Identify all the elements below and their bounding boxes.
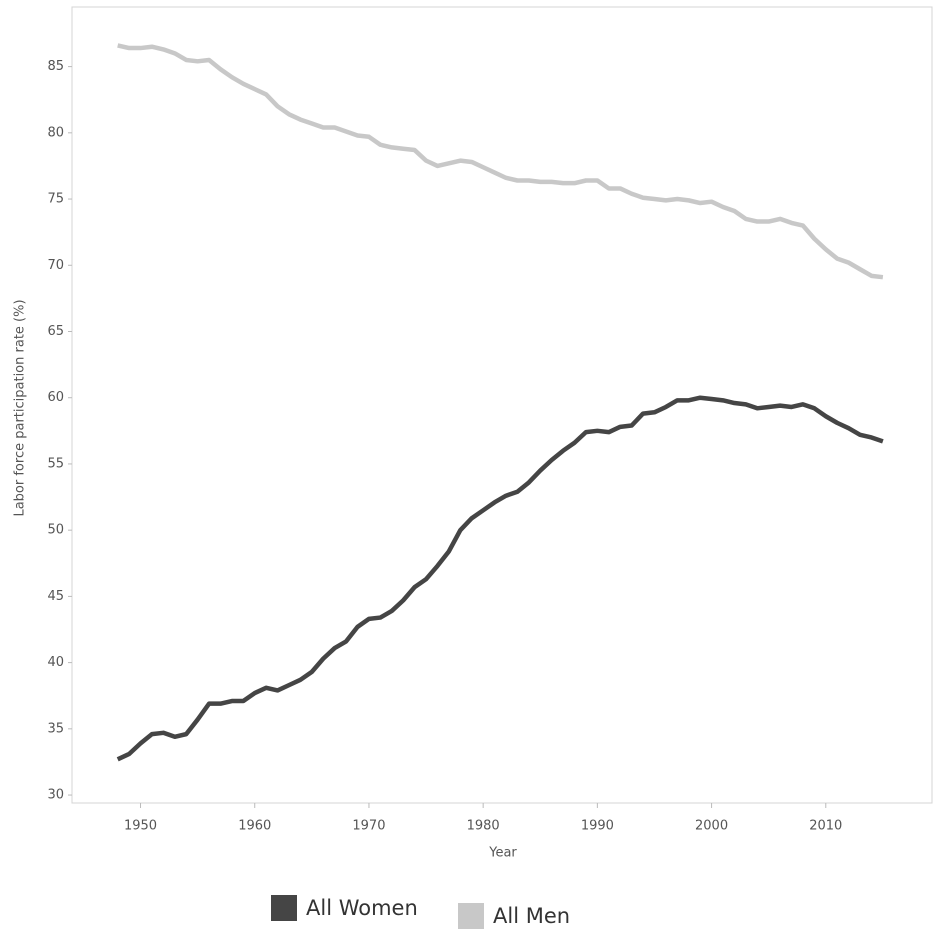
- y-tick-label: 80: [47, 125, 64, 140]
- y-tick-label: 40: [47, 655, 64, 670]
- x-axis-label: Year: [488, 846, 517, 861]
- plot-frame: [71, 6, 933, 804]
- y-tick-label: 75: [47, 192, 64, 207]
- series-line: [116, 395, 884, 762]
- y-tick-label: 30: [47, 788, 64, 803]
- y-tick-label: 50: [47, 523, 64, 538]
- x-tick-label: 2000: [695, 819, 728, 834]
- y-tick-label: 55: [47, 456, 64, 471]
- x-tick-label: 2010: [809, 819, 842, 834]
- legend-label: All Women: [306, 896, 418, 920]
- y-tick-label: 70: [47, 258, 64, 273]
- y-tick-label: 60: [47, 390, 64, 405]
- series-line: [117, 43, 884, 280]
- y-tick-label: 65: [47, 324, 64, 339]
- x-tick-label: 1970: [352, 819, 385, 834]
- y-tick-label: 45: [47, 589, 64, 604]
- x-tick-label: 1960: [238, 819, 271, 834]
- x-tick-label: 1950: [124, 819, 157, 834]
- y-tick-label: 85: [47, 59, 64, 74]
- legend-swatch: [458, 903, 484, 929]
- legend-swatch: [271, 895, 297, 921]
- legend-label: All Men: [493, 904, 570, 928]
- x-tick-label: 1980: [467, 819, 500, 834]
- y-axis-label: Labor force participation rate (%): [13, 299, 28, 516]
- x-tick-label: 1990: [581, 819, 614, 834]
- y-tick-label: 35: [47, 721, 64, 736]
